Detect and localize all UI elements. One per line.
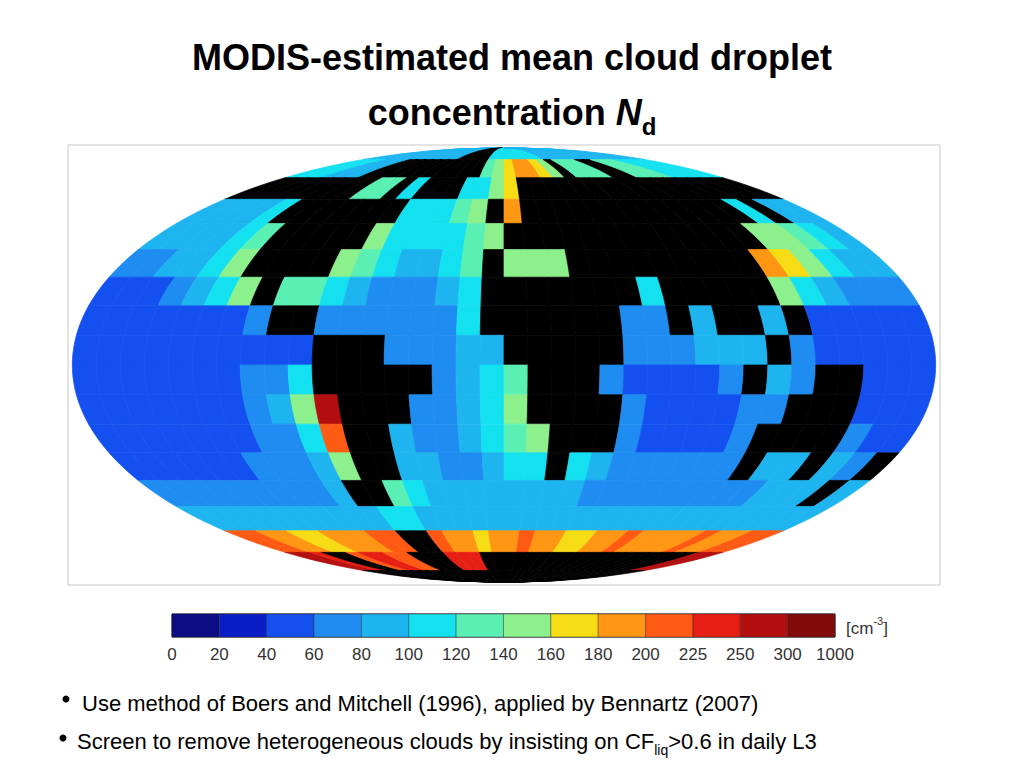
svg-text:100: 100 <box>395 645 423 664</box>
svg-text:>0.6 in daily L3: >0.6 in daily L3 <box>668 729 817 754</box>
svg-text:]: ] <box>883 619 888 638</box>
svg-text:MODIS-estimated mean cloud dro: MODIS-estimated mean cloud droplet <box>192 37 832 78</box>
svg-text:225: 225 <box>679 645 707 664</box>
svg-text:300: 300 <box>773 645 801 664</box>
svg-text:concentration: concentration <box>368 92 616 133</box>
svg-text:N: N <box>616 92 643 133</box>
svg-text:20: 20 <box>210 645 229 664</box>
svg-text:Use method of Boers and Mitche: Use method of Boers and Mitchell (1996),… <box>82 691 758 716</box>
svg-text:60: 60 <box>305 645 324 664</box>
svg-text:140: 140 <box>489 645 517 664</box>
svg-text:200: 200 <box>631 645 659 664</box>
svg-text:250: 250 <box>726 645 754 664</box>
svg-text:0: 0 <box>167 645 176 664</box>
svg-text:-3: -3 <box>873 615 883 627</box>
svg-text:[cm: [cm <box>846 619 873 638</box>
svg-text:120: 120 <box>442 645 470 664</box>
svg-text:160: 160 <box>537 645 565 664</box>
svg-text:80: 80 <box>352 645 371 664</box>
svg-text:liq: liq <box>654 742 668 758</box>
svg-text:Screen to remove heterogeneous: Screen to remove heterogeneous clouds by… <box>77 729 654 754</box>
svg-text:1000: 1000 <box>816 645 854 664</box>
svg-text:d: d <box>642 113 657 140</box>
svg-text:180: 180 <box>584 645 612 664</box>
svg-text:40: 40 <box>257 645 276 664</box>
